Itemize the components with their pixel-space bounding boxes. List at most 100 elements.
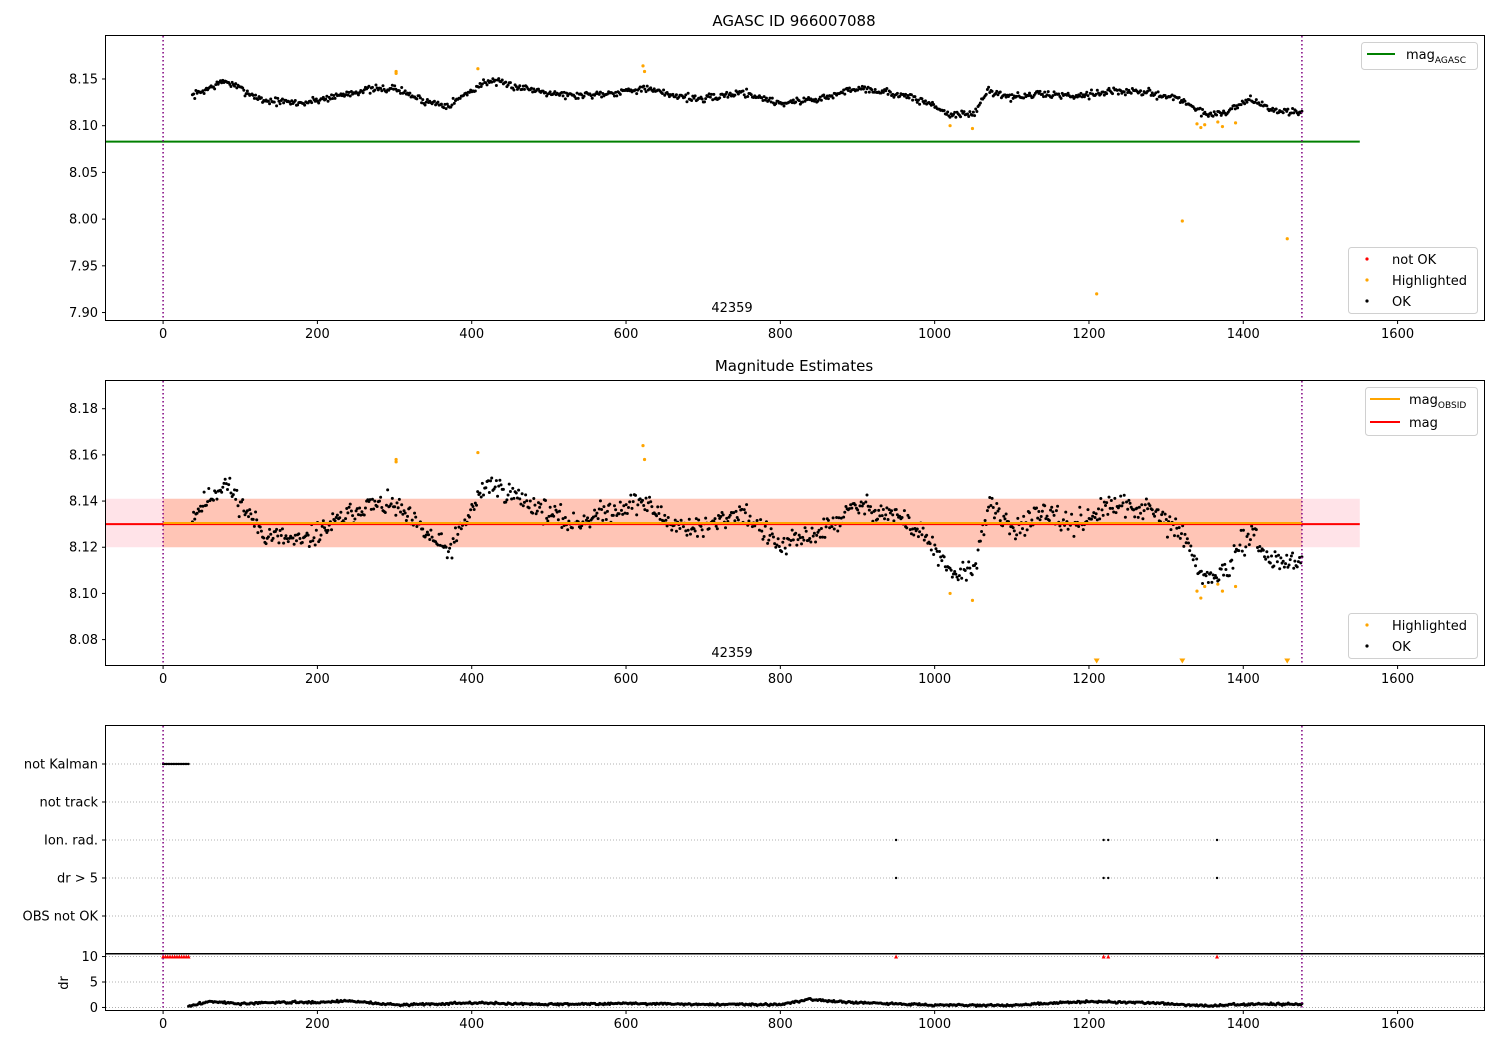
agasc-point-ok xyxy=(605,92,609,96)
agasc-point-highlighted xyxy=(476,67,480,71)
flags-category-label: not track xyxy=(39,796,98,811)
magnitude-point-ok xyxy=(784,552,788,556)
agasc-point-ok xyxy=(984,92,988,96)
magnitude-point-ok xyxy=(1099,496,1103,500)
agasc-point-ok xyxy=(1289,111,1293,115)
magnitude-point-ok xyxy=(1029,524,1033,528)
flags-point xyxy=(166,762,170,766)
agasc-point-ok xyxy=(1139,89,1143,93)
magnitude-point-ok xyxy=(314,528,318,532)
magnitude-point-ok xyxy=(204,503,208,507)
magnitude-point-ok xyxy=(467,515,471,519)
agasc-point-ok xyxy=(767,98,771,102)
magnitude-point-ok xyxy=(1153,514,1157,518)
magnitude-point-ok xyxy=(985,509,989,513)
agasc-point-ok xyxy=(1052,90,1056,94)
magnitude-point-ok xyxy=(966,566,970,570)
agasc-point-ok xyxy=(870,88,874,92)
magnitude-point-ok xyxy=(1270,554,1274,558)
agasc-point-ok xyxy=(966,112,970,116)
agasc-point-ok xyxy=(728,91,732,95)
flags-point xyxy=(894,876,898,880)
agasc-point-ok xyxy=(644,90,648,94)
magnitude-point-ok xyxy=(1133,515,1137,519)
magnitude-point-highlighted xyxy=(1199,596,1203,600)
magnitude-point-ok xyxy=(843,510,847,514)
magnitude-point-ok xyxy=(390,496,394,500)
magnitude-point-ok xyxy=(572,511,576,515)
magnitude-point-ok xyxy=(1125,500,1129,504)
magnitude-point-ok xyxy=(1160,513,1164,517)
agasc-point-ok xyxy=(518,84,522,88)
magnitude-point-ok xyxy=(866,504,870,508)
agasc-point-highlighted xyxy=(641,64,645,68)
agasc-point-ok xyxy=(725,90,729,94)
agasc-point-ok xyxy=(1123,93,1127,97)
magnitude-point-ok xyxy=(888,511,892,515)
agasc-point-ok xyxy=(563,97,567,101)
agasc-point-ok xyxy=(790,101,794,105)
magnitude-point-ok xyxy=(1004,512,1008,516)
agasc-point-ok xyxy=(1040,92,1044,96)
agasc-point-ok xyxy=(423,103,427,107)
magnitude-point-ok xyxy=(1251,527,1255,531)
magnitude-point-ok xyxy=(658,517,662,521)
magnitude-point-ok xyxy=(823,535,827,539)
agasc-point-ok xyxy=(374,83,378,87)
magnitude-point-ok xyxy=(1018,531,1022,535)
agasc-point-ok xyxy=(1107,86,1111,90)
agasc-point-ok xyxy=(920,97,924,101)
agasc-point-ok xyxy=(1291,106,1295,110)
magnitude-point-ok xyxy=(976,548,980,552)
magnitude-point-ok xyxy=(688,532,692,536)
magnitude-point-ok xyxy=(282,541,286,545)
agasc-point-ok xyxy=(289,102,293,106)
agasc-point-ok xyxy=(1198,106,1202,110)
magnitude-panel: Magnitude Estimates 0 200 400 600 800 1000 120… xyxy=(69,357,1485,687)
magnitude-point-ok xyxy=(499,483,503,487)
magnitude-point-ok xyxy=(821,535,825,539)
magnitude-point-ok xyxy=(496,494,500,498)
magnitude-point-ok xyxy=(629,493,633,497)
magnitude-point-ok xyxy=(304,534,308,538)
magnitude-point-ok xyxy=(479,495,483,499)
magnitude-point-ok xyxy=(892,519,896,523)
agasc-point-ok xyxy=(531,90,535,94)
agasc-point-ok xyxy=(536,87,540,91)
magnitude-point-ok xyxy=(347,505,351,509)
agasc-point-ok xyxy=(847,86,851,90)
magnitude-point-highlighted xyxy=(1203,584,1207,589)
magnitude-point-ok xyxy=(276,534,280,538)
magnitude-point-ok xyxy=(766,541,770,545)
agasc-point-ok xyxy=(314,97,318,101)
agasc-point-ok xyxy=(1233,107,1237,111)
magnitude-legend-highlighted-label: Highlighted xyxy=(1392,619,1467,634)
agasc-point-ok xyxy=(266,99,270,103)
agasc-point-ok xyxy=(1163,94,1167,98)
agasc-point-ok xyxy=(615,94,619,98)
agasc-point-highlighted xyxy=(394,71,398,75)
agasc-point-ok xyxy=(866,85,870,89)
magnitude-point-ok xyxy=(1132,508,1136,512)
agasc-point-ok xyxy=(303,103,307,107)
magnitude-x-tick-label: 0 xyxy=(159,672,167,687)
magnitude-y-tick-label: 8.12 xyxy=(69,541,98,556)
agasc-point-ok xyxy=(612,94,616,98)
agasc-point-ok xyxy=(932,103,936,107)
magnitude-point-ok xyxy=(519,502,523,506)
magnitude-point-ok xyxy=(849,503,853,507)
magnitude-point-ok xyxy=(1128,501,1132,505)
magnitude-point-ok xyxy=(878,514,882,518)
magnitude-line-legend: magOBSID mag xyxy=(1365,387,1478,436)
magnitude-point-ok xyxy=(532,496,536,500)
agasc-x-tick-label: 600 xyxy=(614,327,639,342)
agasc-legend-ok-label: OK xyxy=(1392,295,1411,310)
magnitude-point-ok xyxy=(837,516,841,520)
magnitude-point-ok xyxy=(1058,524,1062,528)
flags-category-label: Ion. rad. xyxy=(44,834,98,849)
magnitude-point-ok xyxy=(384,503,388,507)
magnitude-point-ok xyxy=(402,509,406,513)
magnitude-point-ok xyxy=(1008,532,1012,536)
agasc-legend-ok-marker xyxy=(1365,299,1369,303)
agasc-point-ok xyxy=(1206,114,1210,118)
